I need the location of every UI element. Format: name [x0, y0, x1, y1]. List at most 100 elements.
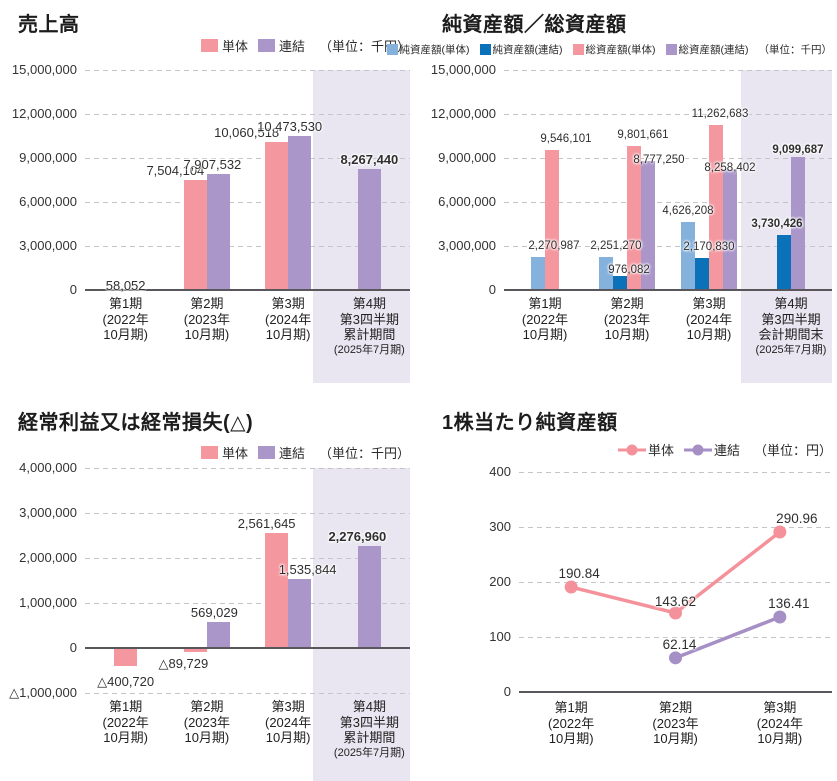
y-axis-tick-label: 6,000,000 — [438, 194, 496, 209]
legend-item-単体: 単体 — [200, 443, 248, 462]
y-axis-tick-label: 400 — [489, 464, 511, 479]
category-label-line: 10月期) — [103, 327, 149, 342]
legend-line-marker — [617, 444, 646, 455]
category-label-line: 10月期) — [184, 327, 230, 342]
category-label: 第3期 (2024年 10月期) — [757, 700, 803, 747]
gridline — [85, 513, 410, 514]
bar-連結 — [206, 174, 230, 290]
value-label: 8,258,402 — [704, 161, 756, 174]
legend-label: 単体 — [221, 446, 248, 461]
legend-item-純資産額(単体): 純資産額(単体) — [386, 42, 470, 57]
unit-label: （単位：円） — [753, 443, 832, 458]
y-axis-tick-label: 0 — [69, 640, 77, 655]
category-label-line: 第3四半期 — [339, 311, 399, 327]
category-label-line: 第4期 — [774, 296, 808, 311]
y-axis-tick-label: 9,000,000 — [19, 150, 77, 165]
x-axis-line — [504, 289, 832, 291]
bar-連結 — [288, 136, 312, 290]
value-label: 190.84 — [558, 566, 600, 582]
category-label-line: (2025年7月期) — [333, 746, 405, 759]
value-label: 2,561,645 — [237, 515, 296, 531]
value-label: 9,546,101 — [540, 132, 592, 145]
bar-総資産額(単体) — [545, 149, 559, 290]
ordinary-income-loss-chart-title: 経常利益又は経常損失(△) — [18, 412, 254, 434]
y-axis-tick-label: 0 — [503, 684, 511, 699]
bar-単体 — [114, 648, 138, 667]
net-assets-total-assets-chart-card: 純資産額／総資産額 15,000,000 12,000,000 9,000,000 6… — [386, 8, 837, 383]
gridline — [519, 527, 832, 528]
legend-swatch — [200, 39, 218, 52]
legend-swatch — [572, 44, 584, 55]
unit-label: （単位：千円） — [318, 446, 410, 461]
bar-単体 — [265, 532, 289, 648]
y-axis-tick-label: 300 — [489, 519, 511, 534]
category-label-line: 累計期間 — [343, 327, 396, 342]
category-label-line: (2025年7月期) — [333, 343, 405, 356]
data-point-marker — [773, 610, 787, 624]
y-axis-tick-label: 0 — [488, 282, 496, 297]
bar-連結 — [206, 622, 230, 648]
legend-item-連結: 連結 — [257, 443, 305, 462]
value-label: 569,029 — [190, 605, 238, 621]
category-label: 第4期 第3四半期 累計期間 (2025年7月期) — [334, 296, 405, 357]
data-point-marker — [669, 651, 682, 665]
value-label: 1,535,844 — [278, 561, 337, 577]
highlight-band — [741, 70, 832, 383]
net-assets-total-assets-chart-title: 純資産額／総資産額 — [442, 14, 627, 36]
y-axis-tick-label: 15,000,000 — [11, 62, 77, 77]
y-axis-tick-label: 3,000,000 — [438, 238, 496, 253]
value-label: 7,504,104 — [146, 162, 205, 178]
category-label-line: 第1期 — [109, 699, 143, 714]
gridline — [85, 558, 410, 559]
legend-item-単体: 単体 — [617, 440, 674, 459]
bar-総資産額(連結) — [791, 156, 805, 290]
bar-連結 — [357, 168, 381, 290]
bar-総資産額(連結) — [723, 168, 737, 290]
category-label-line: 第3期 — [271, 296, 305, 311]
category-label-line: 第1期 — [109, 296, 143, 311]
category-label: 第1期 (2022年 10月期) — [103, 699, 149, 746]
category-label-line: (2022年 — [102, 311, 149, 327]
y-axis-tick-label: 3,000,000 — [19, 505, 77, 520]
category-label-line: 10月期) — [757, 731, 803, 746]
y-axis-tick-label: 2,000,000 — [19, 550, 77, 565]
x-axis-line — [519, 691, 832, 693]
category-label-line: 第2期 — [190, 296, 224, 311]
category-label-line: 10月期) — [103, 730, 149, 745]
line-plot — [564, 525, 787, 665]
legend-item-総資産額(連結): 総資産額(連結) — [665, 42, 749, 57]
legend-line-marker — [683, 444, 712, 455]
category-label-line: 10月期) — [653, 731, 698, 746]
legend-item-総資産額(単体): 総資産額(単体) — [572, 42, 656, 57]
bar-単体 — [183, 179, 207, 290]
gridline — [504, 202, 832, 203]
gridline — [85, 202, 410, 203]
bar-純資産額(単体) — [599, 256, 613, 290]
category-label-line: (2022年 — [521, 311, 569, 327]
category-label-line: 累計期間 — [343, 730, 396, 745]
gridline — [85, 603, 410, 604]
line-series-連結 — [674, 615, 781, 660]
value-label: 7,907,532 — [183, 157, 242, 173]
legend-swatch — [257, 39, 275, 52]
bar-純資産額(連結) — [777, 235, 791, 290]
legend-item-単体: 単体 — [200, 36, 248, 55]
category-label-line: (2024年 — [265, 311, 312, 327]
category-label-line: (2024年 — [756, 715, 803, 731]
value-label: 2,251,270 — [590, 239, 642, 252]
x-axis-line — [85, 647, 410, 649]
y-axis-tick-label: 4,000,000 — [19, 460, 77, 475]
category-label-line: 第3期 — [692, 296, 726, 311]
legend: 単体 連結 （単位：千円） — [191, 443, 410, 462]
value-label: △89,729 — [158, 656, 209, 672]
category-label-line: 第4期 — [352, 699, 386, 714]
bar-総資産額(連結) — [641, 161, 655, 290]
y-axis-tick-label: 200 — [489, 574, 511, 589]
category-label-line: 10月期) — [265, 730, 311, 745]
category-label-line: 第4期 — [352, 296, 386, 311]
bar-連結 — [288, 578, 312, 648]
value-label: 9,801,661 — [617, 129, 669, 142]
category-label-line: 10月期) — [548, 731, 594, 746]
bar-単体 — [265, 142, 289, 290]
